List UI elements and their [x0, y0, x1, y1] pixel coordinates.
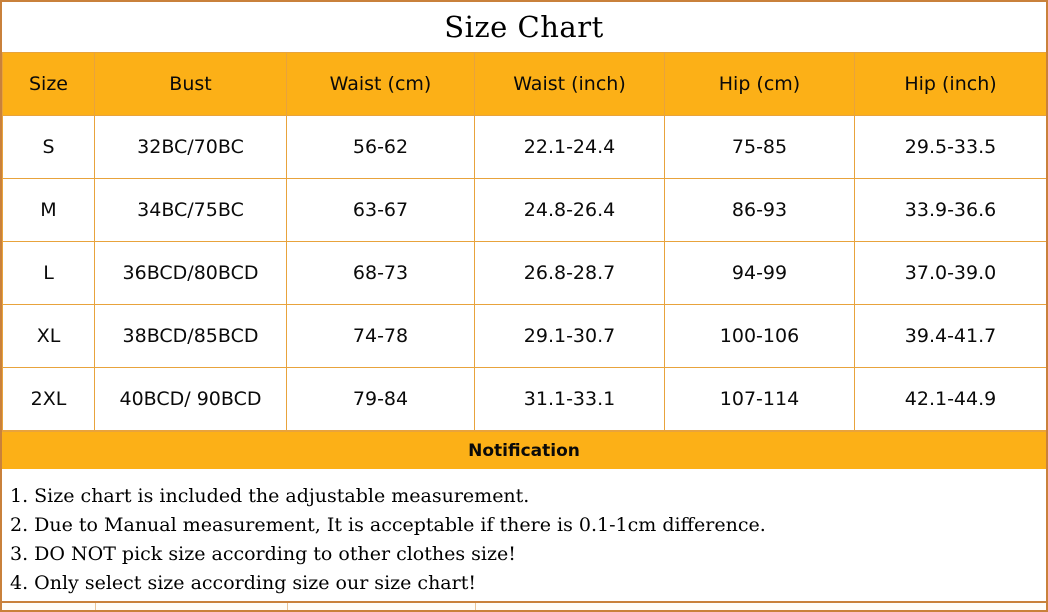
table-cell: S	[2, 115, 95, 179]
table-cell: 22.1-24.4	[474, 115, 665, 179]
table-cell: 86-93	[664, 178, 855, 242]
table-cell: 56-62	[286, 115, 475, 179]
table-cell: 31.1-33.1	[474, 367, 665, 431]
table-cell: 33.9-36.6	[854, 178, 1046, 242]
table-cell: 63-67	[286, 178, 475, 242]
notes-list: 1. Size chart is included the adjustable…	[2, 469, 1046, 605]
column-divider	[475, 603, 476, 610]
page-title: Size Chart	[444, 10, 604, 44]
header-cell-waist-inch: Waist (inch)	[474, 52, 665, 116]
table-cell: 42.1-44.9	[854, 367, 1046, 431]
note-item-4: 4. Only select size according size our s…	[10, 572, 476, 594]
table-cell: XL	[2, 304, 95, 368]
table-cell: 100-106	[664, 304, 855, 368]
table-cell: 37.0-39.0	[854, 241, 1046, 305]
note-item-1: 1. Size chart is included the adjustable…	[10, 485, 530, 507]
table-cell: 29.5-33.5	[854, 115, 1046, 179]
notification-label: Notification	[468, 440, 580, 461]
note-item-3: 3. DO NOT pick size according to other c…	[10, 543, 516, 565]
title-bar: Size Chart	[2, 2, 1046, 52]
header-cell-size: Size	[2, 52, 95, 116]
header-cell-hip-cm: Hip (cm)	[664, 52, 855, 116]
table-row-xl: XL 38BCD/85BCD 74-78 29.1-30.7 100-106 3…	[2, 304, 1046, 368]
column-divider	[95, 603, 96, 610]
partial-next-row	[2, 601, 1046, 610]
table-row-2xl: 2XL 40BCD/ 90BCD 79-84 31.1-33.1 107-114…	[2, 367, 1046, 431]
table-cell: M	[2, 178, 95, 242]
table-cell: 107-114	[664, 367, 855, 431]
notification-banner: Notification	[2, 431, 1046, 469]
table-cell: 38BCD/85BCD	[94, 304, 287, 368]
table-cell: 39.4-41.7	[854, 304, 1046, 368]
table-cell: 36BCD/80BCD	[94, 241, 287, 305]
table-cell: 75-85	[664, 115, 855, 179]
table-cell: 34BC/75BC	[94, 178, 287, 242]
table-row-l: L 36BCD/80BCD 68-73 26.8-28.7 94-99 37.0…	[2, 241, 1046, 305]
header-cell-waist-cm: Waist (cm)	[286, 52, 475, 116]
table-cell: 32BC/70BC	[94, 115, 287, 179]
table-row-m: M 34BC/75BC 63-67 24.8-26.4 86-93 33.9-3…	[2, 178, 1046, 242]
table-cell: 68-73	[286, 241, 475, 305]
size-chart-table: Size Bust Waist (cm) Waist (inch) Hip (c…	[2, 52, 1046, 431]
table-cell: 79-84	[286, 367, 475, 431]
note-item-2: 2. Due to Manual measurement, It is acce…	[10, 514, 766, 536]
table-cell: 74-78	[286, 304, 475, 368]
table-cell: 29.1-30.7	[474, 304, 665, 368]
table-header-row: Size Bust Waist (cm) Waist (inch) Hip (c…	[2, 52, 1046, 116]
table-cell: 26.8-28.7	[474, 241, 665, 305]
table-cell: 24.8-26.4	[474, 178, 665, 242]
table-cell: L	[2, 241, 95, 305]
header-cell-bust: Bust	[94, 52, 287, 116]
column-divider	[287, 603, 288, 610]
table-cell: 94-99	[664, 241, 855, 305]
table-row-s: S 32BC/70BC 56-62 22.1-24.4 75-85 29.5-3…	[2, 115, 1046, 179]
table-cell: 40BCD/ 90BCD	[94, 367, 287, 431]
table-cell: 2XL	[2, 367, 95, 431]
header-cell-hip-inch: Hip (inch)	[854, 52, 1046, 116]
